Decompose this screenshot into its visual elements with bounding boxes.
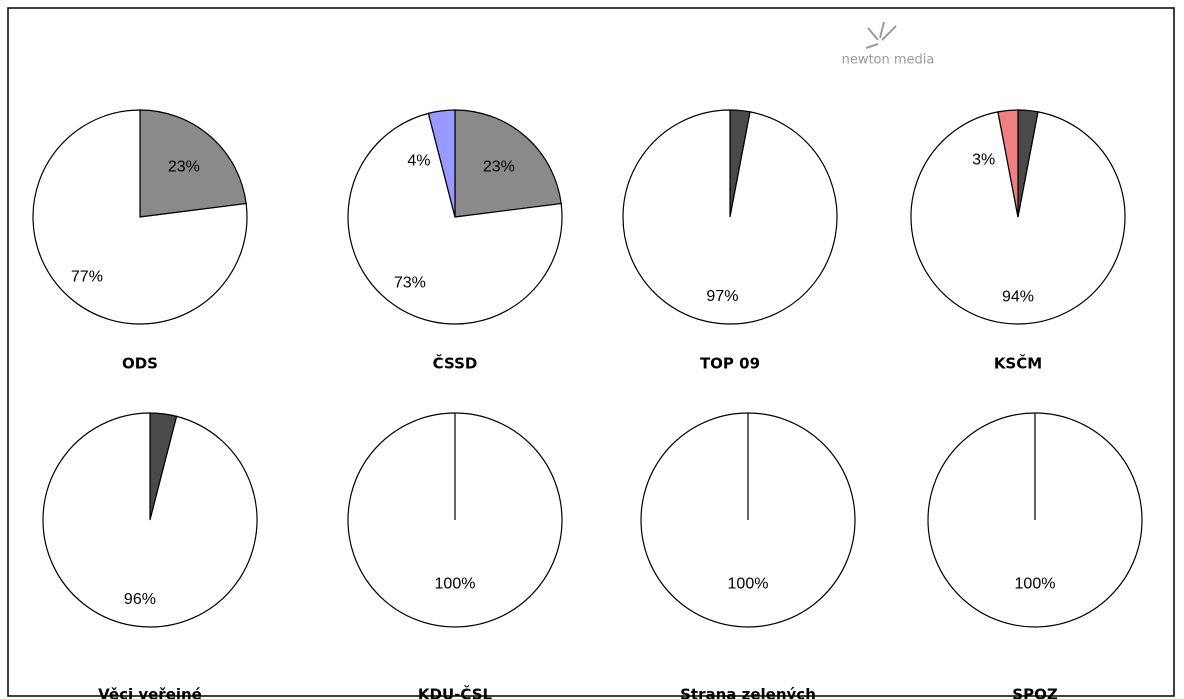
pie-slice [139, 109, 247, 218]
chart-title: SPOZ [1012, 686, 1058, 699]
pie-slice [910, 111, 1126, 325]
logo-text: newton media [842, 53, 935, 68]
pie-slice [622, 109, 838, 325]
data-label: 23% [168, 158, 200, 175]
chart-title: KSČM [994, 354, 1042, 373]
data-label: 100% [435, 575, 476, 592]
pie-slice [347, 112, 563, 325]
data-label: 100% [728, 575, 769, 592]
chart-title: KDU-ČSL [418, 685, 493, 699]
pie-slice [454, 109, 562, 218]
chart-title: ODS [122, 355, 158, 373]
data-label: 97% [706, 288, 738, 305]
chart-title: Věci veřejné [98, 686, 202, 699]
pie-slice [42, 412, 258, 628]
chart-title: TOP 09 [700, 355, 760, 373]
data-label: 100% [1015, 575, 1056, 592]
pie-slice [997, 109, 1019, 218]
data-label: 23% [483, 158, 515, 175]
data-label: 77% [71, 268, 103, 285]
logo-icon [865, 21, 897, 49]
data-label: 94% [1002, 288, 1034, 305]
data-label: 3% [972, 151, 995, 168]
pie-slice [427, 109, 456, 218]
pie-slice [32, 109, 248, 325]
data-label: 4% [407, 153, 430, 170]
data-label: 96% [124, 591, 156, 608]
chart-title: ČSSD [433, 354, 478, 373]
chart-title: Strana zelených [680, 686, 816, 699]
data-label: 73% [394, 275, 426, 292]
